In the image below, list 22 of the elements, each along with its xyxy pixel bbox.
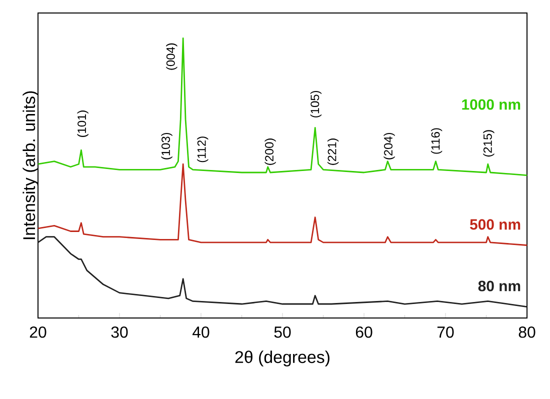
series-label: 80 nm <box>478 280 520 292</box>
text: 1000 nm <box>462 99 520 110</box>
x-tick-label: 40 <box>192 326 210 338</box>
x-tick-label: 60 <box>356 326 372 338</box>
x-tick-label: 70 <box>437 326 454 338</box>
series-label: 500 nm <box>470 219 520 230</box>
annotation: (200) <box>264 138 276 165</box>
x-tick-label: 20 <box>30 326 46 338</box>
y-axis-title: Intensity (arb. units) <box>22 91 38 240</box>
x-tick-label: 50 <box>274 326 291 338</box>
x-axis-title: 2θ (degrees) <box>235 350 330 366</box>
annotation: (221) <box>327 138 339 165</box>
annotation: (101) <box>77 110 88 137</box>
annotation: (105) <box>310 90 322 118</box>
annotation: (204) <box>384 132 395 160</box>
annotation: (103) <box>161 132 172 160</box>
annotation: (112) <box>197 136 208 162</box>
x-tick-label: 30 <box>111 326 128 338</box>
x-tick-label: 80 <box>518 326 536 338</box>
annotation: (004) <box>166 43 178 70</box>
annotation: (215) <box>483 130 494 157</box>
annotation: (116) <box>430 128 442 154</box>
